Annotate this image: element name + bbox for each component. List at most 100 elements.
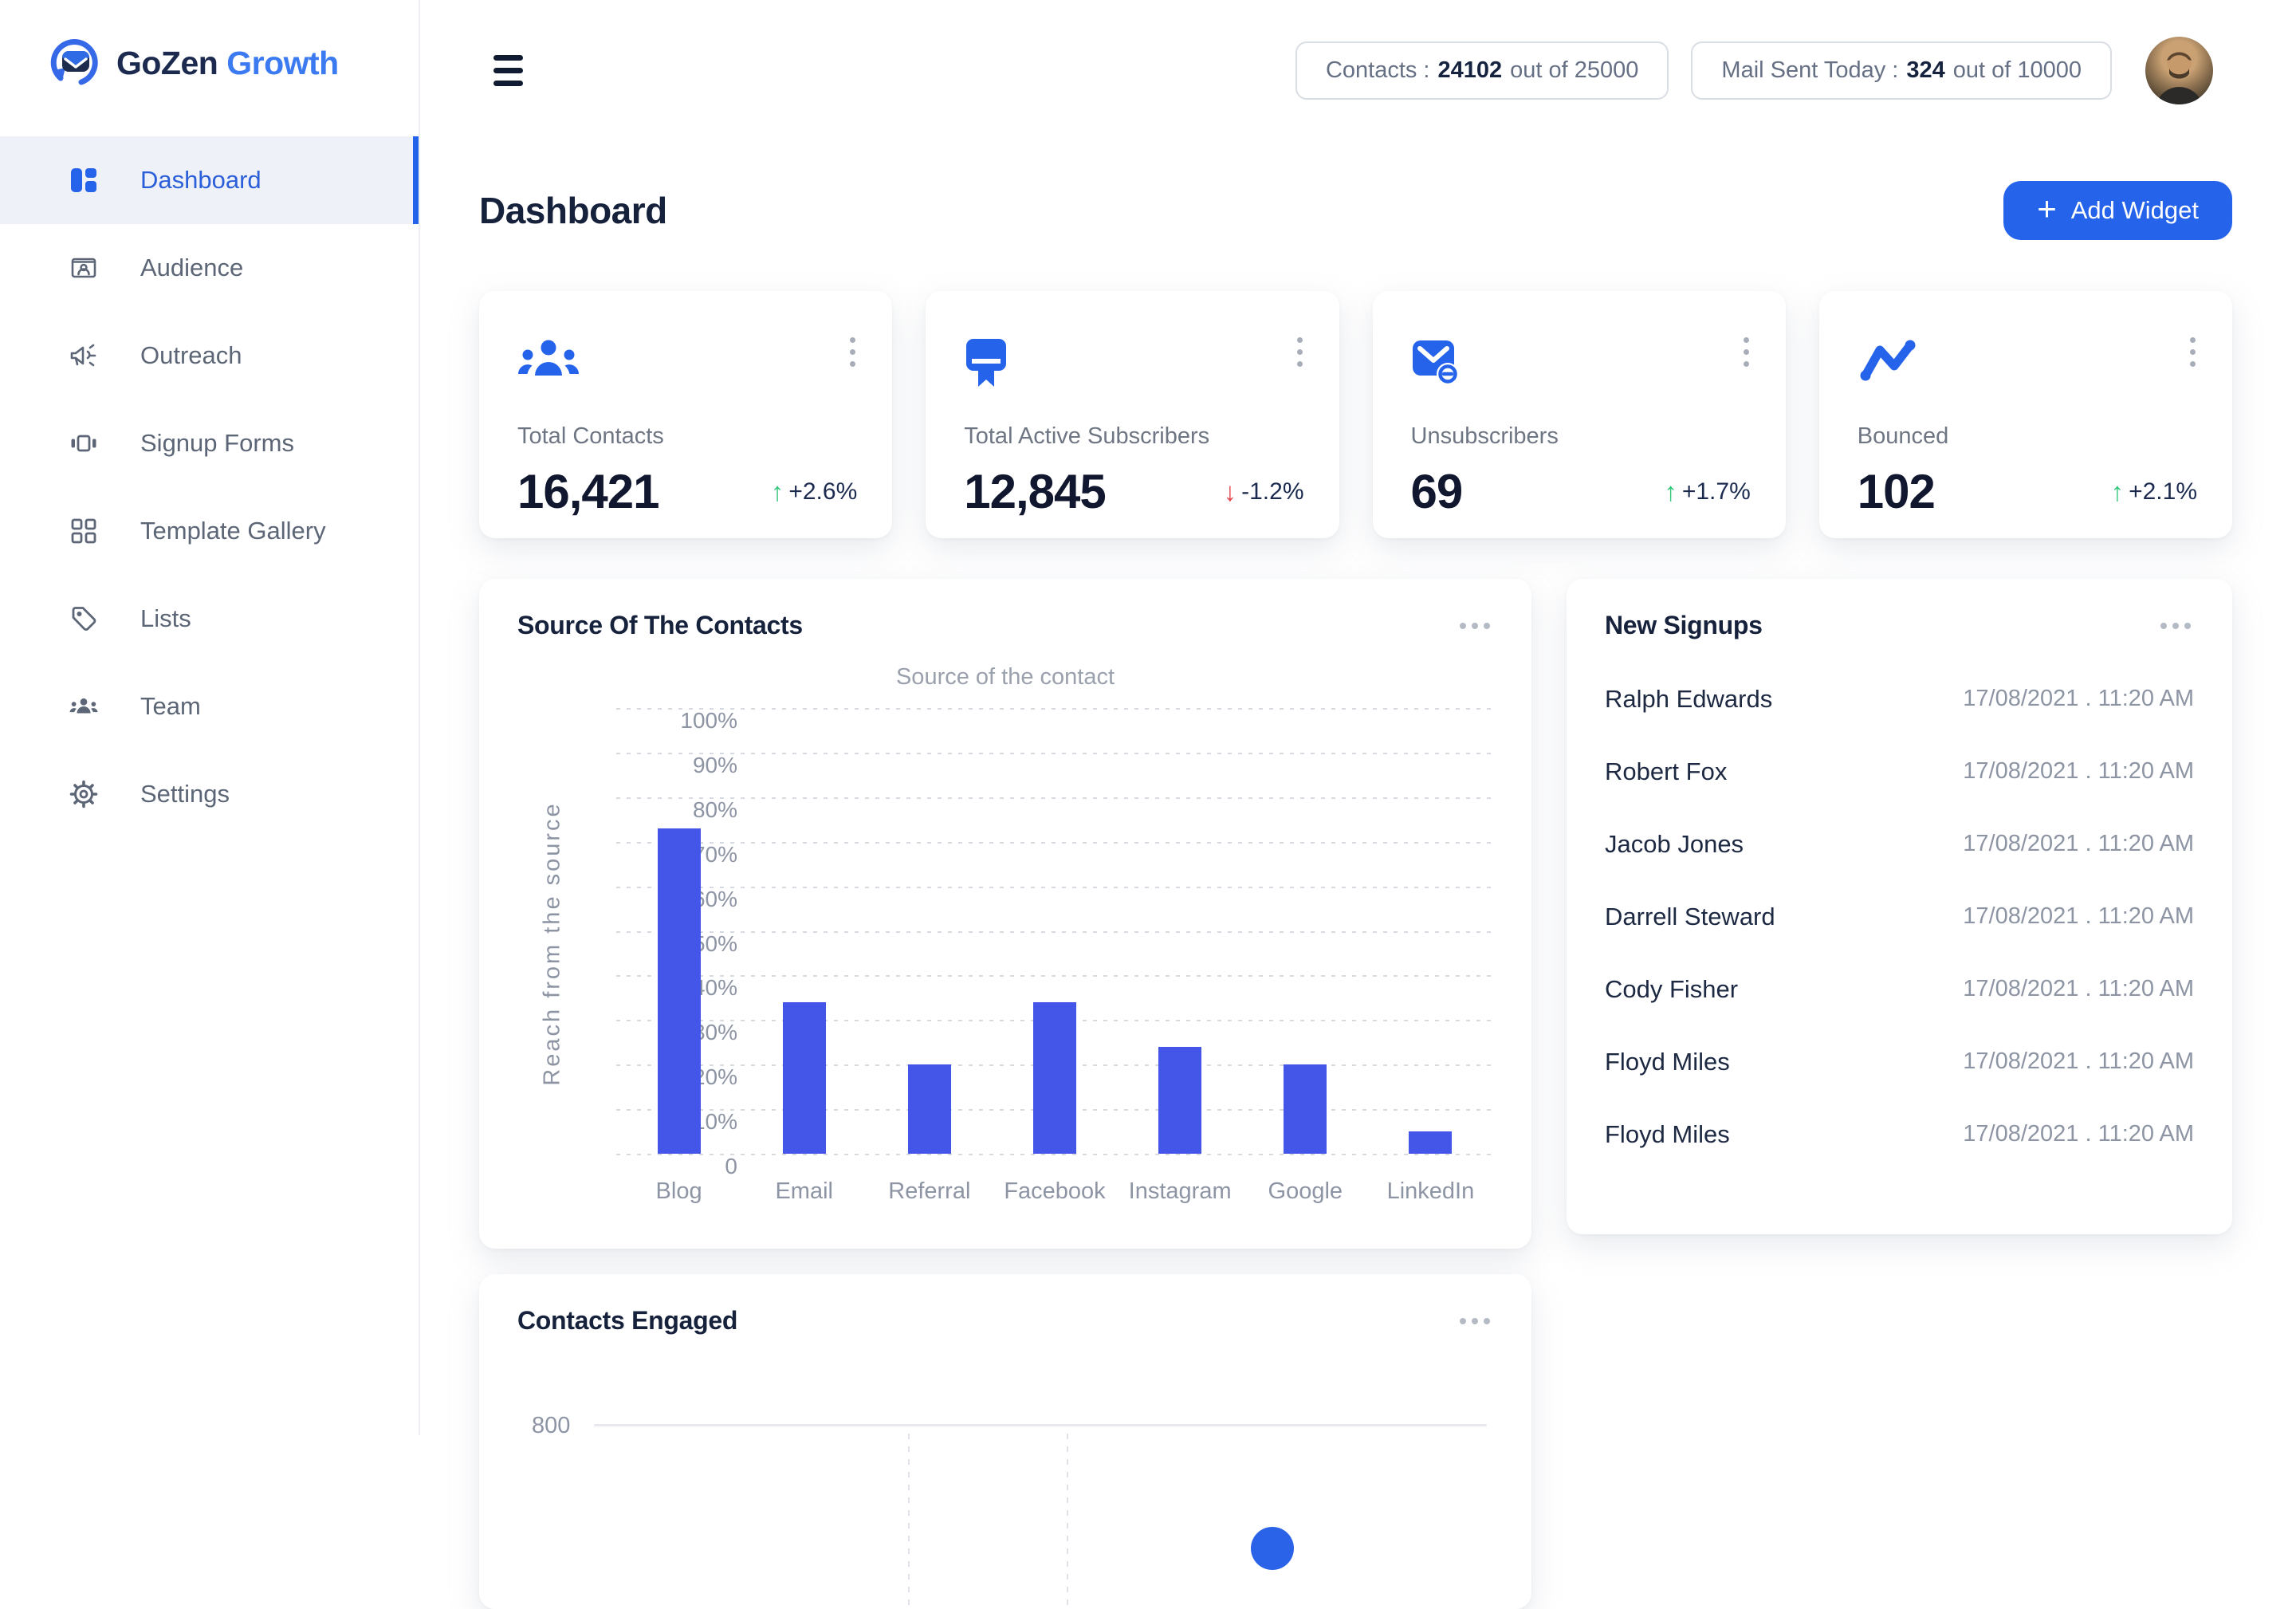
- list-item: Robert Fox 17/08/2021 . 11:20 AM: [1605, 735, 2194, 808]
- page-title: Dashboard: [479, 190, 667, 231]
- contacts-usage-value: 24102: [1437, 57, 1503, 83]
- y-tick-label: 800: [532, 1413, 571, 1438]
- source-of-contacts-card: Source Of The Contacts Source of the con…: [479, 579, 1531, 1249]
- stat-value: 12,845: [964, 465, 1107, 518]
- gridline: [616, 1154, 1493, 1155]
- chart-subtitle: Source of the contact: [895, 664, 1115, 690]
- stat-delta: ↑ +1.7%: [1664, 476, 1751, 506]
- gridline: [616, 797, 1493, 799]
- sidebar-item-label: Team: [140, 692, 201, 720]
- sidebar-item-label: Template Gallery: [140, 517, 326, 545]
- sidebar-item-label: Outreach: [140, 341, 242, 369]
- list-item: Jacob Jones 17/08/2021 . 11:20 AM: [1605, 808, 2194, 880]
- stat-card-active-subscribers: Total Active Subscribers 12,845 ↓ -1.2%: [926, 291, 1339, 538]
- signup-name: Robert Fox: [1605, 757, 1728, 785]
- bar: [1032, 1001, 1076, 1154]
- brand-name: GoZen Growth: [116, 45, 339, 81]
- contacts-usage-label: Contacts :: [1325, 57, 1430, 83]
- arrow-up-icon: ↑: [2110, 476, 2125, 506]
- signup-name: Jacob Jones: [1605, 829, 1744, 858]
- signup-name: Ralph Edwards: [1605, 684, 1773, 713]
- x-axis-labels: Blog Email Referral Facebook Instagram Google…: [616, 1178, 1493, 1205]
- y-tick-label: 80%: [692, 797, 737, 822]
- signup-time: 17/08/2021 . 11:20 AM: [1963, 686, 2194, 711]
- gridline: [594, 1424, 1487, 1426]
- menu-icon[interactable]: [493, 54, 523, 86]
- stat-label: Total Active Subscribers: [964, 423, 1210, 449]
- contacts-usage-pill: Contacts : 24102 out of 25000: [1295, 41, 1669, 100]
- chart-title: Source Of The Contacts: [517, 611, 803, 639]
- x-tick-label: Instagram: [1128, 1178, 1232, 1204]
- list-item: Floyd Miles 17/08/2021 . 11:20 AM: [1605, 1025, 2194, 1098]
- bar: [907, 1064, 951, 1154]
- kebab-menu-icon[interactable]: [1292, 332, 1307, 372]
- x-tick-label: Email: [775, 1178, 833, 1204]
- stat-value: 102: [1857, 465, 1936, 518]
- vertical-gridline: [908, 1434, 910, 1609]
- y-axis-title: Reach from the source: [539, 801, 565, 1086]
- gear-icon: [69, 780, 99, 808]
- contacts-usage-suffix: out of 25000: [1510, 57, 1639, 83]
- kebab-menu-icon[interactable]: [1739, 332, 1754, 372]
- y-tick-label: 100%: [680, 707, 737, 733]
- sidebar-item-label: Signup Forms: [140, 429, 294, 457]
- bar-chart-plot: 100% 90% 80% 70% 60% 50% 40% 30% 20% 10% 0: [616, 707, 1493, 1178]
- sidebar-item-team[interactable]: Team: [0, 663, 419, 750]
- bar: [1409, 1131, 1453, 1154]
- gridline: [616, 708, 1493, 710]
- sidebar-item-template-gallery[interactable]: Template Gallery: [0, 487, 419, 575]
- stat-label: Bounced: [1857, 423, 1949, 449]
- sidebar-item-label: Settings: [140, 780, 230, 808]
- contacts-engaged-card: Contacts Engaged 800: [479, 1274, 1531, 1609]
- kebab-menu-icon[interactable]: [1453, 1312, 1496, 1331]
- x-tick-label: Referral: [888, 1178, 971, 1204]
- stat-label: Total Contacts: [517, 423, 664, 449]
- megaphone-icon: [69, 341, 99, 370]
- sidebar-item-audience[interactable]: Audience: [0, 224, 419, 312]
- signup-time: 17/08/2021 . 11:20 AM: [1963, 1048, 2194, 1074]
- mail-minus-icon: [1411, 337, 1751, 387]
- people-icon: [517, 337, 857, 387]
- sidebar-item-outreach[interactable]: Outreach: [0, 312, 419, 399]
- stat-card-total-contacts: Total Contacts 16,421 ↑ +2.6%: [479, 291, 893, 538]
- list-item: Cody Fisher 17/08/2021 . 11:20 AM: [1605, 953, 2194, 1025]
- stat-value: 69: [1410, 465, 1464, 518]
- stat-cards-row: Total Contacts 16,421 ↑ +2.6% Total Acti…: [479, 291, 2232, 538]
- x-tick-label: Blog: [655, 1178, 702, 1204]
- sidebar-item-lists[interactable]: Lists: [0, 575, 419, 663]
- kebab-menu-icon[interactable]: [845, 332, 860, 372]
- gridline: [616, 930, 1493, 933]
- stat-card-unsubscribers: Unsubscribers 69 ↑ +1.7%: [1372, 291, 1786, 538]
- signup-time: 17/08/2021 . 11:20 AM: [1963, 1121, 2194, 1147]
- stat-card-bounced: Bounced 102 ↑ +2.1%: [1818, 291, 2232, 538]
- sidebar-item-signup-forms[interactable]: Signup Forms: [0, 399, 419, 487]
- signup-name: Cody Fisher: [1605, 974, 1739, 1003]
- sidebar-item-label: Audience: [140, 254, 244, 281]
- mail-usage-pill: Mail Sent Today : 324 out of 10000: [1691, 41, 2112, 100]
- subscriber-icon: [964, 337, 1303, 387]
- kebab-menu-icon[interactable]: [2154, 616, 2197, 635]
- arrow-down-icon: ↓: [1223, 476, 1237, 506]
- list-item: Ralph Edwards 17/08/2021 . 11:20 AM: [1605, 663, 2194, 735]
- card-title: Contacts Engaged: [517, 1306, 738, 1335]
- gridline: [616, 886, 1493, 888]
- user-avatar[interactable]: [2145, 36, 2213, 104]
- trend-icon: [1858, 337, 2197, 387]
- stat-delta: ↓ -1.2%: [1223, 476, 1304, 506]
- sidebar-item-settings[interactable]: Settings: [0, 750, 419, 838]
- signup-name: Floyd Miles: [1605, 1119, 1730, 1148]
- sidebar-item-dashboard[interactable]: Dashboard: [0, 136, 419, 224]
- signup-forms-icon: [69, 429, 99, 458]
- bar: [782, 1001, 826, 1154]
- arrow-up-icon: ↑: [770, 476, 784, 506]
- mail-usage-value: 324: [1906, 57, 1945, 83]
- x-tick-label: Google: [1268, 1178, 1343, 1204]
- list-item: Darrell Steward 17/08/2021 . 11:20 AM: [1605, 880, 2194, 953]
- kebab-menu-icon[interactable]: [1453, 616, 1496, 635]
- kebab-menu-icon[interactable]: [2185, 332, 2200, 372]
- add-widget-button[interactable]: + Add Widget: [2003, 181, 2232, 240]
- team-icon: [69, 693, 99, 720]
- new-signups-card: New Signups Ralph Edwards 17/08/2021 . 11…: [1567, 579, 2232, 1234]
- sidebar-item-label: Dashboard: [140, 166, 261, 194]
- main-content: Dashboard + Add Widget Total Contacts: [420, 140, 2296, 1609]
